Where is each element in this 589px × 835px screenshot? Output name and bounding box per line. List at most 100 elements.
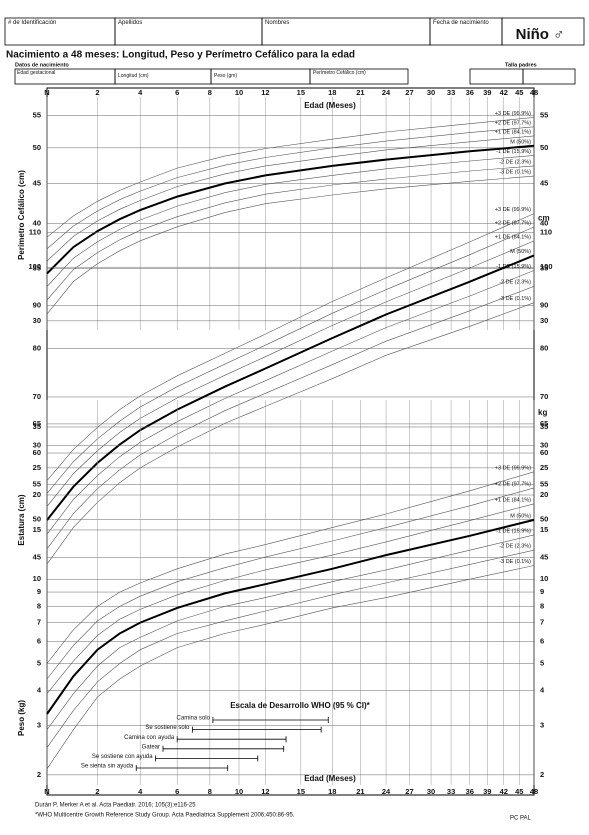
y-tick-label: 45 xyxy=(33,553,41,562)
y-tick-label: 65 xyxy=(540,419,548,428)
growth-curve xyxy=(46,165,535,301)
y-tick-label: 30 xyxy=(540,316,548,325)
field-label: Longitud (cm) xyxy=(118,73,149,79)
growth-curve xyxy=(46,155,535,287)
x-tick-label: 30 xyxy=(427,787,435,796)
curve-label: M (50%) xyxy=(510,249,531,255)
x-tick-label: 21 xyxy=(356,787,364,796)
y-tick-label: 90 xyxy=(33,301,41,310)
curve-label: -1 DE (15.9%) xyxy=(496,149,531,155)
section-label: Datos de nacimiento xyxy=(15,62,69,68)
y-tick-label: 40 xyxy=(33,218,41,227)
milestone-label: Camina solo xyxy=(177,716,211,722)
milestone-title: Escala de Desarrollo WHO (95 % CI)* xyxy=(230,701,370,710)
curve-label: M (50%) xyxy=(510,513,531,519)
y-tick-label: 5 xyxy=(540,658,544,667)
y-tick-label: 65 xyxy=(33,419,41,428)
y-tick-label: 10 xyxy=(33,574,41,583)
growth-curve xyxy=(46,144,535,275)
y-tick-label: 35 xyxy=(540,264,548,273)
x-tick-label: 24 xyxy=(382,787,391,796)
field-label: Perímetro Cefálico (cm) xyxy=(313,70,366,76)
x-tick-label: 6 xyxy=(175,787,179,796)
y-tick-label: 9 xyxy=(540,587,544,596)
x-axis-title: Edad (Meses) xyxy=(304,101,356,110)
header: # de Identificación Apellidos Nombres Fe… xyxy=(4,17,585,46)
field-label: Fecha de nacimiento xyxy=(433,20,489,26)
y-tick-label: 20 xyxy=(540,490,548,499)
y-tick-label: 3 xyxy=(37,721,41,730)
growth-curve xyxy=(46,240,535,507)
y-tick-label: 55 xyxy=(33,480,41,489)
growth-curve xyxy=(46,175,535,315)
field-label: Edad gestacional xyxy=(17,70,55,76)
y-axis-title: Peso (kg) xyxy=(17,700,26,736)
y-tick-label: 35 xyxy=(540,422,548,431)
y-tick-label: 50 xyxy=(33,143,41,152)
field-label: Nombres xyxy=(265,20,289,26)
y-tick-label: 10 xyxy=(540,574,548,583)
x-tick-label: N xyxy=(44,88,49,97)
sex-label: Niño ♂ xyxy=(516,26,565,43)
growth-curve xyxy=(46,286,535,550)
x-tick-label: 12 xyxy=(261,88,269,97)
curve-label: +2 DE (97.7%) xyxy=(495,120,531,126)
x-tick-label: 18 xyxy=(328,787,336,796)
curve-label: +3 DE (99.9%) xyxy=(495,465,531,471)
field-box xyxy=(522,68,576,85)
y-tick-label: 5 xyxy=(37,658,41,667)
x-tick-label: 48 xyxy=(530,88,538,97)
x-tick-label: 8 xyxy=(208,787,212,796)
plot-frame xyxy=(46,87,535,796)
growth-curve xyxy=(46,270,535,535)
x-tick-label: 4 xyxy=(138,787,143,796)
y-axis-title: Perímetro Cefálico (cm) xyxy=(17,170,26,260)
curve-label: M (50%) xyxy=(510,139,531,145)
curve-label: +2 DE (97.7%) xyxy=(495,220,531,226)
curve-label: +2 DE (97.7%) xyxy=(495,481,531,487)
y-tick-label: 70 xyxy=(33,392,41,401)
y-tick-label: 25 xyxy=(540,463,548,472)
growth-curve xyxy=(46,254,535,521)
y-axis-title: Estatura (cm) xyxy=(17,494,26,545)
y-tick-label: 4 xyxy=(540,686,545,695)
curve-label: -3 DE (0.1%) xyxy=(499,559,531,565)
growth-curve xyxy=(46,126,535,250)
growth-curve xyxy=(46,226,535,494)
growth-curve xyxy=(46,518,535,715)
y-tick-label: 25 xyxy=(33,463,41,472)
x-tick-label: 48 xyxy=(530,787,538,796)
growth-curve xyxy=(46,565,535,770)
growth-curve xyxy=(46,302,535,565)
growth-curve xyxy=(46,549,535,748)
x-tick-label: 12 xyxy=(261,787,269,796)
field-label: # de Identificación xyxy=(8,20,56,26)
y-tick-label: 8 xyxy=(540,601,544,610)
y-tick-label: 3 xyxy=(540,721,544,730)
milestone-label: Se sostiene con ayuda xyxy=(92,754,153,760)
y-tick-label: 40 xyxy=(540,218,548,227)
field-label: Peso (gm) xyxy=(214,73,237,79)
x-tick-label: 24 xyxy=(382,88,391,97)
x-tick-label: 6 xyxy=(175,88,179,97)
growth-curve xyxy=(46,135,535,262)
y-tick-label: 110 xyxy=(29,228,41,237)
y-tick-label: 6 xyxy=(37,636,41,645)
reference: Durán P, Merker A et al. Acta Paediatr. … xyxy=(35,803,196,809)
section-label: Talla padres xyxy=(505,62,537,68)
x-tick-label: 42 xyxy=(500,88,508,97)
milestone-label: Camina con ayuda xyxy=(124,735,175,741)
curve-label: +3 DE (99.9%) xyxy=(495,207,531,213)
y-tick-label: 7 xyxy=(540,618,544,627)
growth-curve xyxy=(46,503,535,694)
x-tick-label: 21 xyxy=(356,88,364,97)
x-tick-label: 33 xyxy=(447,787,455,796)
y-tick-label: 80 xyxy=(33,343,41,352)
y-tick-label: 45 xyxy=(33,179,41,188)
curve-label: -2 DE (2.3%) xyxy=(499,544,531,550)
field-box xyxy=(469,68,524,85)
curve-label: -2 DE (2.3%) xyxy=(499,159,531,165)
x-tick-label: 15 xyxy=(297,787,305,796)
x-tick-label: 10 xyxy=(235,88,243,97)
